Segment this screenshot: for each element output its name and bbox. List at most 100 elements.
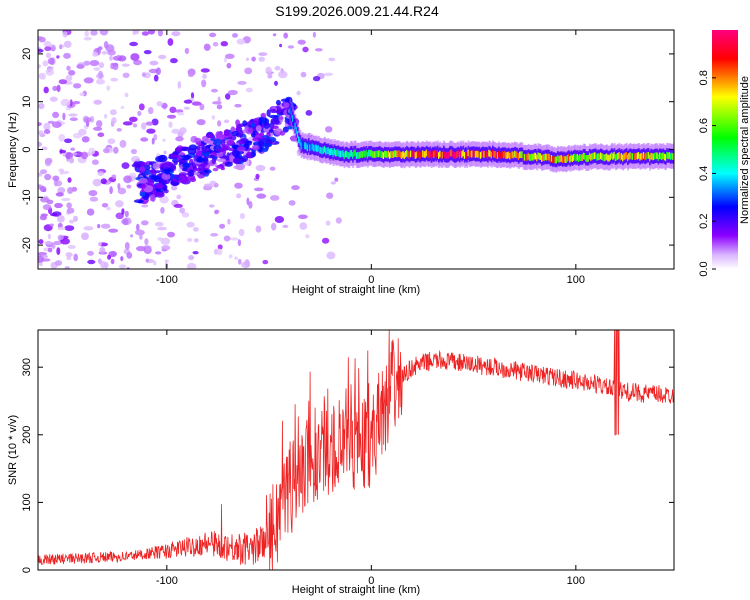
heatmap-noise-cell: [167, 231, 175, 238]
heatmap-ridge-core: [458, 151, 461, 159]
heatmap-ridge-core: [539, 153, 542, 160]
heatmap-noise-cell: [67, 245, 76, 249]
heatmap-ridge-core: [307, 142, 310, 149]
heatmap-noise-cell: [271, 222, 277, 231]
heatmap-cloud-cell: [203, 169, 209, 174]
heatmap-ridge-core: [483, 151, 486, 158]
heatmap-noise-cell: [122, 72, 130, 79]
heatmap-noise-cell: [68, 70, 76, 76]
heatmap-noise-cell: [159, 195, 169, 204]
heatmap-ridge-core: [580, 154, 583, 162]
heatmap-noise-cell: [236, 38, 246, 45]
heatmap-ridge-core: [344, 150, 347, 158]
heatmap-noise-cell: [42, 60, 49, 67]
heatmap-noise-cell: [136, 223, 140, 231]
heatmap-noise-cell: [229, 237, 239, 241]
heatmap-ridge-core: [424, 151, 427, 158]
heatmap-noise-cell: [291, 185, 300, 191]
heatmap-noise-cell: [132, 123, 138, 128]
heatmap-ridge-core: [398, 150, 401, 158]
heatmap-ridge-core: [582, 152, 585, 160]
heatmap-noise-cell: [190, 92, 195, 99]
snr-ticks: -100 0 100 0 100 200 300: [21, 330, 674, 587]
heatmap-ridge-core: [404, 151, 407, 158]
heatmap-ridge-core: [414, 152, 417, 159]
heatmap-cloud-cell: [258, 118, 263, 125]
heatmap-noise-cell: [133, 59, 142, 66]
heatmap-ridge-core: [407, 150, 410, 158]
heatmap-ridge-core: [634, 153, 637, 160]
heatmap-noise-cell: [81, 136, 90, 143]
heatmap-ridge-core: [373, 151, 375, 158]
heatmap-noise-cell: [156, 101, 163, 107]
heatmap-noise-cell: [67, 177, 72, 183]
heatmap-noise-cell: [251, 56, 256, 62]
heatmap-ridge-core: [603, 154, 606, 162]
heatmap-noise-cell: [50, 213, 58, 217]
heatmap-ridge-core: [463, 152, 466, 159]
heatmap-ridge-core: [322, 147, 325, 154]
heatmap-ridge-core: [341, 150, 344, 158]
heatmap-noise-cell: [255, 173, 260, 179]
heatmap-cloud-cell: [224, 161, 233, 167]
heatmap-ridge-core: [343, 152, 346, 160]
heatmap-noise-cell: [330, 181, 336, 185]
heatmap-ridge-core: [354, 149, 357, 157]
heatmap-noise-cell: [57, 187, 66, 194]
heatmap-ridge-core: [440, 152, 443, 159]
y-tick-label: 20: [21, 48, 33, 60]
heatmap-noise-cell: [151, 118, 159, 126]
heatmap-noise-cell: [111, 117, 117, 124]
heatmap-cloud-cell: [216, 132, 224, 141]
heatmap-noise-cell: [297, 39, 306, 45]
heatmap-ridge-core: [338, 150, 341, 158]
heatmap-ridge-core: [319, 146, 321, 154]
heatmap-noise-cell: [217, 96, 221, 104]
heatmap-ridge-core: [310, 144, 313, 151]
heatmap-noise-cell: [158, 54, 167, 60]
heatmap-ridge-core: [468, 151, 471, 158]
heatmap-ridge-core: [500, 151, 503, 159]
heatmap-noise-cell: [124, 92, 129, 98]
heatmap-ridge-core: [490, 151, 493, 159]
heatmap-noise-cell: [83, 226, 94, 231]
heatmap-noise-cell: [83, 60, 91, 66]
heatmap-ridge-core: [303, 143, 305, 150]
heatmap-ridge-core: [477, 151, 480, 158]
heatmap-noise-cell: [49, 44, 56, 52]
heatmap-noise-cell: [192, 251, 199, 255]
heatmap-noise-cell: [117, 54, 120, 58]
heatmap-cloud-cell: [150, 169, 156, 174]
heatmap-ridge-core: [612, 153, 615, 160]
heatmap-noise-cell: [192, 227, 199, 232]
heatmap-noise-cell: [109, 186, 113, 195]
heatmap-noise-cell: [38, 252, 47, 256]
heatmap-noise-cell: [81, 151, 88, 160]
heatmap-ridge-core: [602, 154, 605, 161]
heatmap-noise-cell: [202, 73, 207, 80]
heatmap-ridge-core: [565, 156, 568, 163]
heatmap-noise-cell: [279, 43, 283, 48]
heatmap-ridge-core: [525, 154, 528, 161]
heatmap-noise-cell: [40, 258, 51, 262]
heatmap-noise-cell: [122, 121, 133, 126]
heatmap-noise-cell: [83, 36, 93, 41]
heatmap-ridge-core: [348, 152, 351, 159]
heatmap-ridge-core: [392, 151, 395, 158]
heatmap-ridge-core: [380, 151, 383, 158]
heatmap-ridge-core: [451, 150, 454, 158]
heatmap-ridge-core: [441, 151, 444, 159]
heatmap-noise-cell: [321, 237, 330, 244]
heatmap-ridge-core: [376, 150, 379, 158]
heatmap-ridge-core: [418, 151, 421, 158]
heatmap-noise-cell: [203, 183, 214, 189]
heatmap-ridge-core: [406, 149, 409, 157]
y-tick-label: -20: [21, 237, 33, 253]
heatmap-noise-cell: [236, 193, 242, 199]
heatmap-ridge-core: [391, 151, 394, 158]
heatmap-noise-cell: [62, 31, 68, 38]
colorbar-tick-label: 0.4: [698, 166, 710, 181]
heatmap-ridge-core: [588, 152, 591, 160]
heatmap-noise-cell: [326, 192, 334, 199]
heatmap-ridge-core: [342, 150, 345, 157]
